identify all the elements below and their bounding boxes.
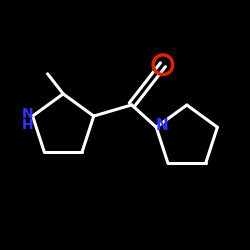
Text: N: N xyxy=(155,118,168,132)
Text: H: H xyxy=(22,118,33,132)
Text: N: N xyxy=(22,107,33,121)
